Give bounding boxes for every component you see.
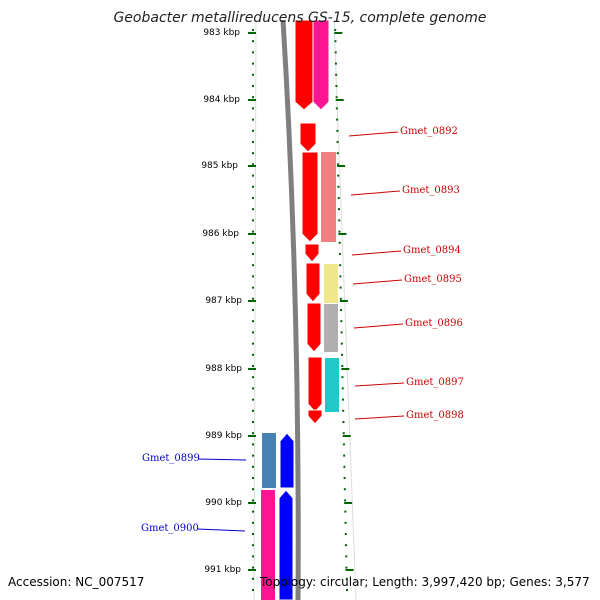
genome-backbone (280, 19, 301, 600)
gene-box-salmon (321, 152, 336, 242)
leader-gmet-0899 (197, 458, 247, 461)
gene-label-gmet-0893[interactable]: Gmet_0893 (402, 185, 460, 196)
leader-gmet-0893 (350, 190, 401, 196)
ruler-label-986: 986 kbp (202, 229, 239, 239)
ruler-label-990: 990 kbp (205, 498, 242, 508)
topology-text: Topology: circular; Length: 3,997,420 bp… (260, 575, 590, 589)
leader-gmet-0897 (354, 382, 405, 387)
ruler-label-984: 984 kbp (203, 95, 240, 105)
gene-arrow-gmet-0893 (301, 151, 319, 243)
gene-label-gmet-0900[interactable]: Gmet_0900 (141, 523, 199, 534)
leader-gmet-0895 (352, 279, 403, 285)
gene-arrow-gmet-0895 (305, 262, 321, 303)
gene-box-teal (325, 358, 339, 412)
gene-box-gray (324, 304, 338, 352)
gene-arrow-gmet-0898 (307, 409, 323, 425)
gene-arrow-gmet-0896 (306, 302, 322, 353)
ruler-label-983: 983 kbp (203, 28, 240, 38)
leader-gmet-0900 (196, 528, 246, 532)
genome-title: Geobacter metallireducens GS-15, complet… (113, 10, 487, 26)
guide-line-right (333, 19, 357, 600)
leader-gmet-0898 (354, 415, 405, 420)
leader-gmet-0894 (351, 250, 402, 256)
gene-label-gmet-0892[interactable]: Gmet_0892 (400, 126, 458, 137)
accession-text: Accession: NC_007517 (8, 575, 145, 589)
gene-box-magenta-top (312, 19, 330, 111)
gene-arrow-top (294, 19, 314, 111)
ruler-label-985: 985 kbp (201, 161, 238, 171)
gene-label-gmet-0895[interactable]: Gmet_0895 (404, 274, 462, 285)
gene-arrow-gmet-0892 (299, 122, 317, 153)
gene-label-gmet-0896[interactable]: Gmet_0896 (405, 318, 463, 329)
gene-box-magenta-bottom (261, 490, 275, 600)
ruler-label-988: 988 kbp (205, 364, 242, 374)
gene-label-gmet-0894[interactable]: Gmet_0894 (403, 245, 461, 256)
gene-label-gmet-0899[interactable]: Gmet_0899 (142, 453, 200, 464)
gene-label-gmet-0898[interactable]: Gmet_0898 (406, 410, 464, 421)
guide-line-left (253, 19, 257, 600)
ruler-label-989: 989 kbp (205, 431, 242, 441)
ruler-label-991: 991 kbp (204, 565, 241, 575)
ruler-label-987: 987 kbp (205, 296, 242, 306)
gene-label-gmet-0897[interactable]: Gmet_0897 (406, 377, 464, 388)
leader-gmet-0896 (353, 323, 404, 329)
gene-box-khaki (324, 264, 338, 303)
gene-box-steelblue (262, 433, 276, 488)
gene-arrow-gmet-0900 (278, 489, 294, 600)
leader-gmet-0892 (348, 131, 399, 137)
gene-arrow-gmet-0894 (304, 243, 320, 263)
gene-arrow-gmet-0899 (279, 432, 295, 489)
gene-arrow-gmet-0897 (307, 356, 323, 413)
